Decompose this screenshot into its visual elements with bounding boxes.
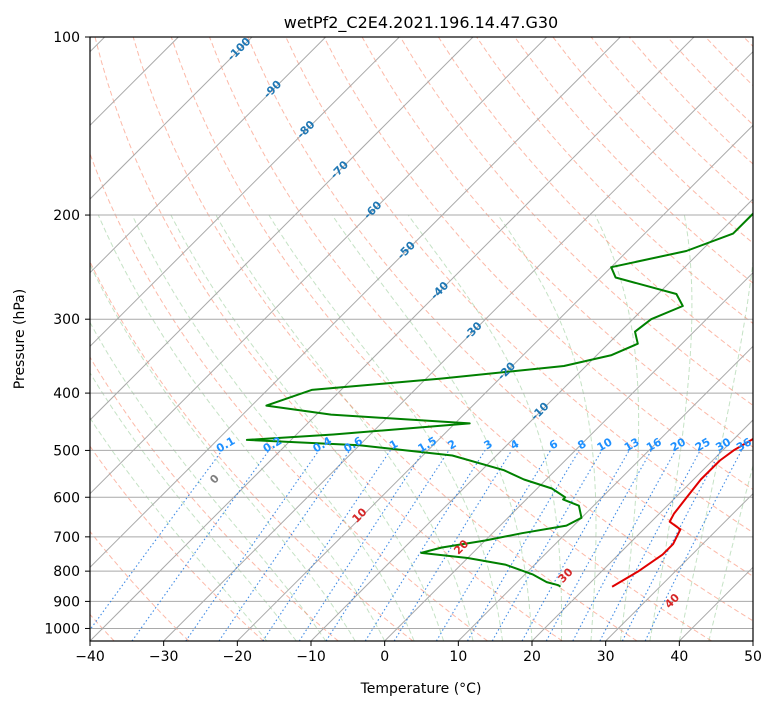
dry-adiabat-line xyxy=(90,356,339,641)
isotherm-line xyxy=(310,198,753,641)
moist-adiabat-line xyxy=(90,321,327,641)
mixing-ratio-line xyxy=(521,450,630,641)
mixing-ratio-line xyxy=(90,450,223,631)
moist-adiabat-line xyxy=(594,214,640,641)
x-tick-label: −30 xyxy=(149,649,179,665)
y-tick-label: 800 xyxy=(53,564,80,580)
isotherm-line xyxy=(90,37,327,274)
isotherm-line xyxy=(605,492,753,641)
plot-area: -100-90-80-70-60-50-40-30-20-100.1 0.2 0.4… xyxy=(90,37,754,641)
y-axis: 100 200 300 400 500 600 700 800 900 1000 xyxy=(44,30,90,637)
isotherm-line xyxy=(90,37,400,348)
dry-adiabat-line xyxy=(247,37,753,577)
chart-title: wetPf2_C2E4.2021.196.14.47.G30 xyxy=(284,13,558,33)
pressure-gridlines xyxy=(90,37,753,629)
mixing-ratio-lines xyxy=(90,450,742,641)
x-tick-label: 40 xyxy=(670,649,688,665)
mixing-ratio-line xyxy=(545,450,652,641)
dry-adiabat-line xyxy=(132,37,638,641)
moist-adiabat-line xyxy=(708,463,753,641)
y-tick-label: 1000 xyxy=(44,621,80,637)
x-axis: −40 −30 −20 −10 0 10 20 30 40 50 xyxy=(75,641,762,665)
y-tick-label: 200 xyxy=(53,208,80,224)
isotherm-line xyxy=(163,50,753,641)
mixing-ratio-line xyxy=(325,450,450,641)
moist-adiabat-line xyxy=(97,214,386,641)
moist-adiabat-line xyxy=(90,263,356,641)
y-tick-label: 700 xyxy=(53,530,80,546)
mixing-ratio-label: 36 xyxy=(734,435,754,454)
mixing-ratio-line xyxy=(131,450,270,641)
x-tick-label: −20 xyxy=(223,649,253,665)
x-tick-label: 30 xyxy=(597,649,615,665)
mixing-ratio-line xyxy=(218,450,351,641)
dry-adiabat-line xyxy=(323,37,753,491)
isotherm-line xyxy=(90,37,253,200)
moist-adiabat-line xyxy=(131,214,415,641)
moist-adiabat-line xyxy=(268,214,503,641)
moist-adiabat-line xyxy=(170,214,445,641)
plot-frame xyxy=(89,36,754,642)
y-tick-label: 600 xyxy=(53,490,80,506)
x-tick-label: −40 xyxy=(75,649,105,665)
mixing-ratio-line xyxy=(298,450,425,641)
x-axis-label: Temperature (°C) xyxy=(360,681,482,697)
y-tick-label: 300 xyxy=(53,312,80,328)
moist-adiabat-line xyxy=(90,417,268,641)
isotherm-line xyxy=(90,37,621,569)
dry-adiabat-line xyxy=(94,37,563,641)
moist-adiabat-line xyxy=(90,371,297,641)
x-tick-label: 20 xyxy=(523,649,541,665)
isotherm-line xyxy=(90,37,695,641)
x-tick-label: −10 xyxy=(296,649,326,665)
isotherm-line xyxy=(90,37,474,421)
y-tick-label: 500 xyxy=(53,443,80,459)
moist-adiabat-line xyxy=(678,258,753,641)
mixing-ratio-line xyxy=(262,450,391,641)
mixing-ratio-line xyxy=(572,450,676,641)
dry-adiabat-line xyxy=(90,445,264,641)
dry-adiabat-line xyxy=(90,530,190,641)
y-tick-label: 400 xyxy=(53,386,80,402)
dry-adiabat-line xyxy=(399,37,753,407)
x-tick-label: 0 xyxy=(380,649,389,665)
moist-adiabats xyxy=(90,214,753,641)
dry-adiabat-line xyxy=(90,152,488,641)
isotherm-line xyxy=(236,124,753,641)
y-tick-label: 100 xyxy=(53,30,80,46)
moist-adiabat-line xyxy=(649,214,693,641)
sounding-series xyxy=(245,212,753,588)
mixing-ratio-line xyxy=(644,450,742,641)
moist-adiabat-line xyxy=(497,214,597,641)
y-tick-label: 900 xyxy=(53,594,80,610)
mixing-ratio-line xyxy=(185,450,320,641)
dewpoint-line xyxy=(245,212,753,588)
mixing-ratio-line xyxy=(621,450,722,641)
isotherm-line xyxy=(90,37,548,495)
temperature-line xyxy=(611,437,753,588)
dry-adiabat-line xyxy=(170,37,712,641)
x-tick-label: 50 xyxy=(744,649,762,665)
dry-adiabat-line xyxy=(514,37,753,284)
isotherm-line xyxy=(531,419,753,641)
isotherm-line xyxy=(457,345,753,641)
dry-adiabat-line xyxy=(437,37,753,365)
x-tick-label: 10 xyxy=(449,649,467,665)
moist-adiabat-line xyxy=(407,214,563,641)
y-axis-label: Pressure (hPa) xyxy=(12,289,28,389)
mixing-ratio-line xyxy=(393,450,513,641)
dry-adiabat-line xyxy=(209,37,753,622)
